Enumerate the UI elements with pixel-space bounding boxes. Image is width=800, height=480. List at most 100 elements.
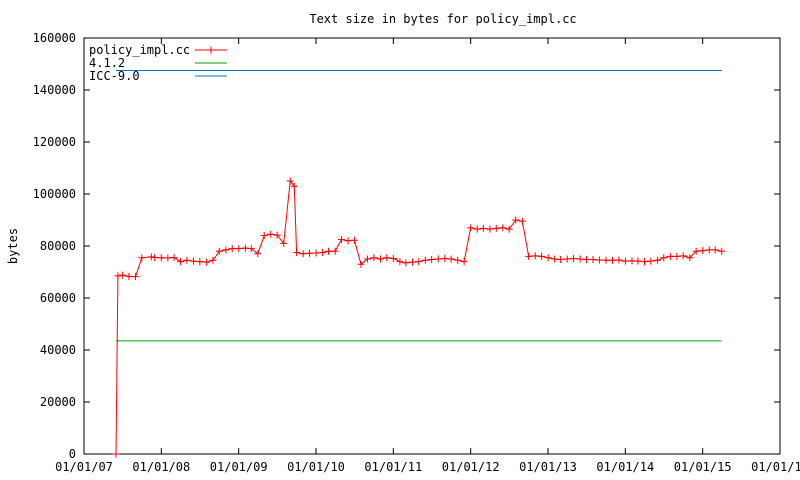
- data-point: [125, 272, 133, 280]
- data-point: [350, 236, 358, 244]
- legend-marker: [207, 46, 215, 54]
- data-point: [499, 224, 507, 232]
- plot-frame: [83, 37, 781, 455]
- data-point: [147, 253, 155, 261]
- data-point: [711, 246, 719, 254]
- y-tick-label: 160000: [33, 31, 76, 45]
- data-point: [596, 256, 604, 264]
- x-tick-label: 01/01/13: [519, 460, 577, 474]
- data-point: [467, 224, 475, 232]
- series-line-1: [115, 179, 722, 455]
- data-point: [441, 254, 449, 262]
- data-point: [557, 256, 565, 264]
- x-tick-label: 01/01/09: [210, 460, 268, 474]
- data-point: [525, 252, 533, 260]
- data-point: [666, 252, 674, 260]
- data-point: [582, 256, 590, 264]
- data-point: [364, 255, 372, 263]
- data-point: [273, 231, 281, 239]
- data-point: [686, 254, 694, 262]
- data-point: [551, 255, 559, 263]
- data-point: [615, 256, 623, 264]
- y-tick-label: 0: [69, 447, 76, 461]
- data-point: [538, 252, 546, 260]
- data-point: [473, 225, 481, 233]
- x-axis: 01/01/07 01/01/08 01/01/09 01/01/10 01/01/11…: [55, 38, 800, 474]
- chart-title: Text size in bytes for policy_impl.cc: [309, 12, 576, 26]
- data-point: [299, 250, 307, 258]
- x-tick-label: 01/01/08: [132, 460, 190, 474]
- data-point: [518, 217, 526, 225]
- data-point: [673, 252, 681, 260]
- data-point: [290, 182, 298, 190]
- data-point: [383, 254, 391, 262]
- data-point: [312, 249, 320, 257]
- data-point: [544, 254, 552, 262]
- data-point: [222, 246, 230, 254]
- x-tick-label: 01/01/12: [442, 460, 500, 474]
- data-point: [396, 258, 404, 266]
- data-point: [408, 258, 416, 266]
- data-point: [447, 255, 455, 263]
- data-point: [209, 256, 217, 264]
- data-point: [634, 257, 642, 265]
- data-point: [357, 260, 365, 268]
- data-point: [602, 256, 610, 264]
- data-point: [505, 225, 513, 233]
- data-point: [170, 253, 178, 261]
- data-point: [454, 256, 462, 264]
- y-tick-label: 40000: [40, 343, 76, 357]
- data-point: [402, 259, 410, 267]
- y-tick-label: 100000: [33, 187, 76, 201]
- data-point: [189, 257, 197, 265]
- data-point: [415, 258, 423, 266]
- data-point: [718, 247, 726, 255]
- data-point: [421, 256, 429, 264]
- data-point: [254, 250, 262, 258]
- data-point: [286, 177, 294, 185]
- data-point: [647, 257, 655, 265]
- y-tick-label: 60000: [40, 291, 76, 305]
- data-point: [492, 224, 500, 232]
- data-point: [247, 245, 255, 253]
- y-axis-label: bytes: [6, 228, 20, 264]
- data-point: [325, 247, 333, 255]
- data-point: [260, 232, 268, 240]
- data-point: [118, 271, 126, 279]
- data-point: [486, 225, 494, 233]
- data-point: [512, 216, 520, 224]
- legend-label: policy_impl.cc: [89, 43, 190, 57]
- data-point: [531, 252, 539, 260]
- data-point: [370, 254, 378, 262]
- data-point: [460, 258, 468, 266]
- data-point: [138, 254, 146, 262]
- data-point: [628, 257, 636, 265]
- data-point: [202, 258, 210, 266]
- data-point: [306, 249, 314, 257]
- data-point: [319, 249, 327, 256]
- data-point: [344, 237, 352, 245]
- data-point: [679, 252, 687, 260]
- x-tick-label: 01/01/11: [364, 460, 422, 474]
- data-point: [235, 245, 243, 253]
- data-point: [640, 258, 648, 266]
- data-point: [215, 247, 223, 255]
- data-point: [570, 254, 578, 262]
- data-point: [228, 245, 236, 253]
- data-point: [337, 236, 345, 243]
- data-point: [376, 255, 384, 263]
- data-point: [280, 239, 288, 247]
- data-point: [177, 258, 185, 266]
- y-axis: 0 20000 40000 60000 80000 100000 120000 140000 1…: [33, 31, 780, 461]
- data-point: [589, 256, 597, 264]
- data-point: [183, 256, 191, 264]
- data-point: [293, 249, 301, 256]
- data-point: [267, 230, 275, 238]
- data-point: [428, 256, 436, 264]
- data-point: [653, 256, 661, 264]
- data-point: [331, 247, 339, 255]
- x-tick-label: 01/01/14: [596, 460, 654, 474]
- y-tick-label: 120000: [33, 135, 76, 149]
- data-point: [621, 257, 629, 265]
